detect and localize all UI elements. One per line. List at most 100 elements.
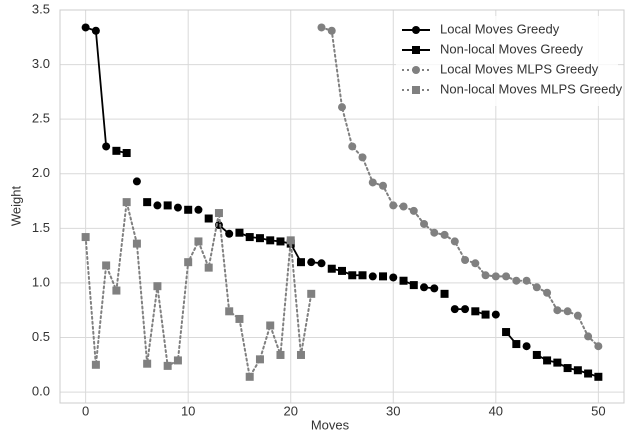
marker [102,142,111,151]
marker [481,271,490,280]
marker [430,228,439,237]
series [81,23,531,351]
marker [573,366,582,375]
marker [173,356,182,365]
marker [317,23,326,32]
series-line [84,26,108,148]
marker [594,342,603,351]
marker [204,263,213,272]
marker [584,332,593,341]
marker [491,310,500,319]
marker [296,350,305,359]
marker [522,342,531,351]
marker [399,202,408,211]
legend-label: Local Moves MLPS Greedy [440,61,599,76]
marker [368,272,377,281]
marker [143,198,152,207]
y-tick-label: 2.0 [32,165,50,180]
marker [153,282,162,291]
marker [420,283,429,292]
marker [307,258,316,267]
series [81,198,316,381]
y-tick-label: 1.5 [32,220,50,235]
marker [338,266,346,275]
marker [173,203,182,212]
marker [409,206,418,215]
series-line [330,267,364,277]
marker [132,239,141,248]
marker [225,307,234,316]
marker [327,26,336,35]
marker [286,236,295,245]
x-tick-label: 10 [181,403,195,418]
marker [563,307,572,316]
marker [522,276,531,285]
legend-marker [412,26,420,34]
y-axis-label: Weight [8,186,23,227]
marker [338,103,346,112]
marker [553,358,562,367]
marker [235,228,244,237]
marker [553,306,562,315]
marker [358,271,367,280]
marker [194,237,203,246]
x-tick-label: 0 [82,403,89,418]
marker [194,205,203,214]
marker [112,146,121,155]
y-tick-label: 2.5 [32,111,50,126]
marker [317,259,326,268]
marker [502,272,511,281]
marker [543,288,552,297]
marker [255,234,264,243]
x-axis-label: Moves [311,417,350,432]
marker [235,314,244,323]
marker [358,153,367,162]
marker [143,359,152,368]
marker [122,198,131,207]
legend-marker [412,46,420,54]
marker [245,233,254,242]
marker [594,372,603,381]
legend-box [396,16,618,106]
marker [122,149,131,158]
marker [91,26,100,35]
marker [153,201,162,210]
marker [163,201,172,210]
series [112,146,603,381]
marker [461,305,470,314]
marker [307,289,316,298]
marker [296,258,305,267]
marker [512,340,521,349]
marker [543,356,552,365]
marker [368,178,377,187]
marker [584,369,593,378]
marker [214,209,223,218]
marker [276,350,285,359]
marker [379,272,388,281]
marker [409,281,418,290]
marker [91,360,100,369]
marker [502,328,511,337]
legend-label: Local Moves Greedy [440,21,560,36]
legend-marker [412,86,420,94]
legend-label: Non-local Moves MLPS Greedy [440,81,623,96]
marker [102,261,111,270]
series [317,23,603,351]
marker [440,230,449,239]
marker [471,307,480,316]
marker [420,219,429,228]
marker [450,237,459,246]
series-line [320,26,600,348]
y-tick-label: 0.0 [32,384,50,399]
legend: Local Moves Greedy Non-local Moves Greedy… [396,16,623,106]
y-tick-label: 3.0 [32,56,50,71]
marker [461,255,470,264]
marker [399,276,408,285]
y-tick-label: 0.5 [32,329,50,344]
marker [348,271,357,280]
x-tick-label: 30 [386,403,400,418]
marker [245,372,254,381]
x-tick-label: 20 [283,403,297,418]
